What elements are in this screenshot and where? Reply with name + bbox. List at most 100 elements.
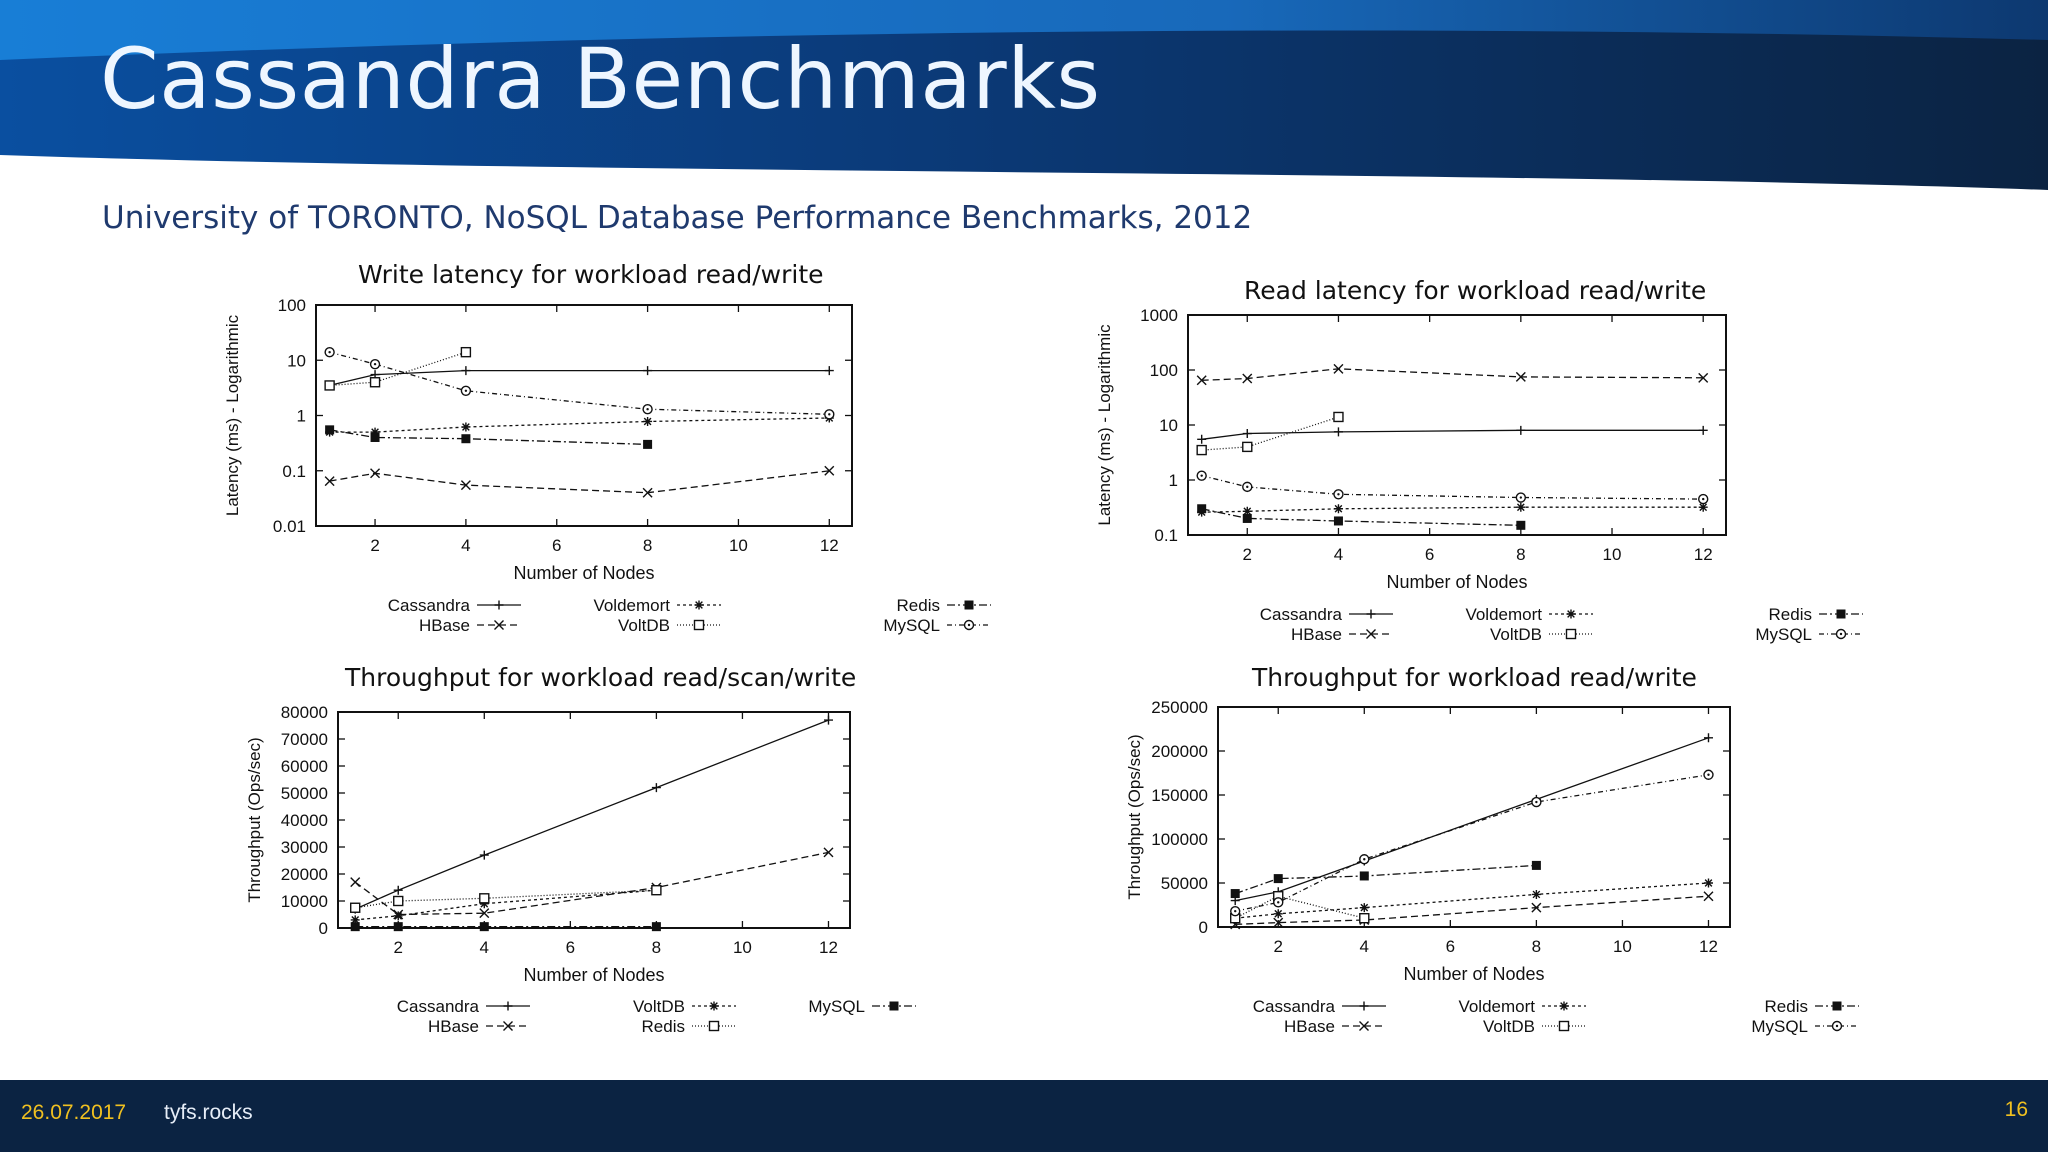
series-line-voltdb — [1234, 895, 1365, 919]
data-point-redis — [643, 439, 653, 449]
x-tick-label: 4 — [461, 536, 470, 555]
legend-marker — [1836, 609, 1846, 619]
series-line-hbase — [354, 851, 829, 916]
data-point-hbase — [350, 877, 361, 888]
data-point-mysql-dot — [646, 408, 649, 411]
legend-marker — [1565, 628, 1577, 640]
y-tick-label: 250000 — [1151, 698, 1208, 717]
x-tick-label: 10 — [729, 536, 748, 555]
data-point-voldemort — [1698, 502, 1708, 512]
legend-label: HBase — [1284, 1017, 1335, 1036]
legend-label: Redis — [897, 596, 940, 615]
data-point-voldemort — [1359, 903, 1369, 913]
series-hbase — [1196, 363, 1709, 386]
x-tick-label: 6 — [1425, 545, 1434, 564]
y-tick-label: 150000 — [1151, 786, 1208, 805]
series-mysql — [350, 922, 661, 932]
slide-title: Cassandra Benchmarks — [100, 30, 1101, 128]
series-redis — [350, 884, 662, 913]
data-point-mysql — [651, 922, 661, 932]
data-point-mysql — [479, 922, 489, 932]
y-tick-label: 20000 — [281, 865, 328, 884]
data-point-voltdb — [369, 377, 381, 388]
legend-label: VoltDB — [1490, 625, 1542, 644]
data-point-mysql-dot — [1707, 773, 1710, 776]
legend-item-cassandra: Cassandra — [397, 997, 530, 1016]
legend-item-cassandra: Cassandra — [1260, 605, 1393, 624]
legend-item-hbase: HBase — [1291, 625, 1393, 644]
data-point-voltdb — [324, 380, 335, 391]
legend-label: VoltDB — [1483, 1017, 1535, 1036]
data-point-voltdb — [393, 911, 403, 921]
x-tick-label: 8 — [643, 536, 652, 555]
legend-label: HBase — [419, 616, 470, 635]
data-point-redis — [1359, 871, 1369, 881]
x-tick-label: 8 — [1532, 937, 1541, 956]
y-tick-label: 10 — [287, 351, 306, 370]
legend-label: Cassandra — [1253, 997, 1336, 1016]
y-tick-label: 80000 — [281, 703, 328, 722]
series-line-redis — [355, 889, 657, 909]
plot-frame — [315, 304, 853, 527]
page-number: 16 — [2004, 1098, 2028, 1121]
data-point-voltdb — [460, 346, 472, 358]
series-hbase — [324, 465, 835, 498]
series-line-hbase — [1235, 895, 1709, 926]
x-tick-label: 12 — [1694, 545, 1713, 564]
legend-item-cassandra: Cassandra — [388, 596, 521, 615]
y-tick-label: 70000 — [281, 730, 328, 749]
x-tick-label: 12 — [820, 536, 839, 555]
legend-label: Voldemort — [593, 596, 670, 615]
series-voltdb — [324, 346, 472, 391]
data-point-redis — [1230, 889, 1240, 899]
legend-marker — [889, 1001, 899, 1011]
data-point-mysql-dot — [828, 413, 831, 416]
x-tick-label: 4 — [480, 938, 489, 957]
series-line-voldemort — [1201, 506, 1704, 513]
data-point-redis — [370, 432, 380, 442]
legend-label: Redis — [1769, 605, 1812, 624]
series-line-redis — [1201, 508, 1521, 526]
x-tick-label: 6 — [566, 938, 575, 957]
legend-label: Cassandra — [1260, 605, 1343, 624]
data-point-voltdb — [1196, 444, 1207, 456]
legend-marker — [1566, 609, 1576, 619]
data-point-cassandra — [393, 885, 403, 895]
data-point-voldemort — [1242, 506, 1252, 516]
series-redis — [1197, 504, 1526, 530]
data-point-mysql-dot — [373, 362, 377, 366]
slide-subtitle: University of TORONTO, NoSQL Database Pe… — [102, 200, 1253, 236]
data-point-voldemort — [1333, 504, 1343, 514]
data-point-voldemort — [1273, 909, 1283, 919]
series-line-mysql — [1201, 474, 1704, 500]
legend-marker — [503, 1021, 513, 1031]
series-line-hbase — [329, 470, 830, 494]
series-line-voltdb — [355, 889, 657, 921]
data-point-redis — [1197, 504, 1207, 514]
legend-label: MySQL — [1751, 1017, 1808, 1036]
data-point-redis — [461, 434, 471, 444]
data-point-hbase — [1515, 371, 1526, 382]
y-tick-label: 100 — [278, 296, 306, 315]
legend-marker — [1366, 609, 1376, 619]
x-axis-label: Number of Nodes — [1386, 572, 1527, 592]
chart-read-latency: 2 4 6 8 10 12 0.1 1 10 100 1000 Number of Nodes Late… — [1095, 306, 1863, 644]
data-point-hbase — [824, 465, 835, 476]
legend-item-voltdb: VoltDB — [633, 997, 736, 1016]
footer-bar: 26.07.2017 tyfs.rocks 16 — [0, 1080, 2048, 1152]
data-point-redis — [1531, 860, 1541, 870]
header-banner — [0, 0, 2048, 190]
series-voltdb — [1230, 890, 1370, 924]
x-tick-label: 2 — [1274, 937, 1283, 956]
legend-item-voldemort: Voldemort — [593, 596, 721, 615]
data-point-mysql-dot — [1519, 496, 1523, 499]
legend-item-hbase: HBase — [428, 1017, 530, 1036]
legend-item-voldemort: Voldemort — [1465, 605, 1593, 624]
data-point-mysql-dot — [1234, 909, 1237, 913]
series-line-cassandra — [1235, 737, 1709, 902]
plot-frame — [1217, 706, 1731, 928]
data-point-voldemort — [1531, 889, 1541, 899]
x-axis-label: Number of Nodes — [513, 563, 654, 583]
data-point-hbase — [460, 480, 471, 491]
y-tick-label: 30000 — [281, 838, 328, 857]
